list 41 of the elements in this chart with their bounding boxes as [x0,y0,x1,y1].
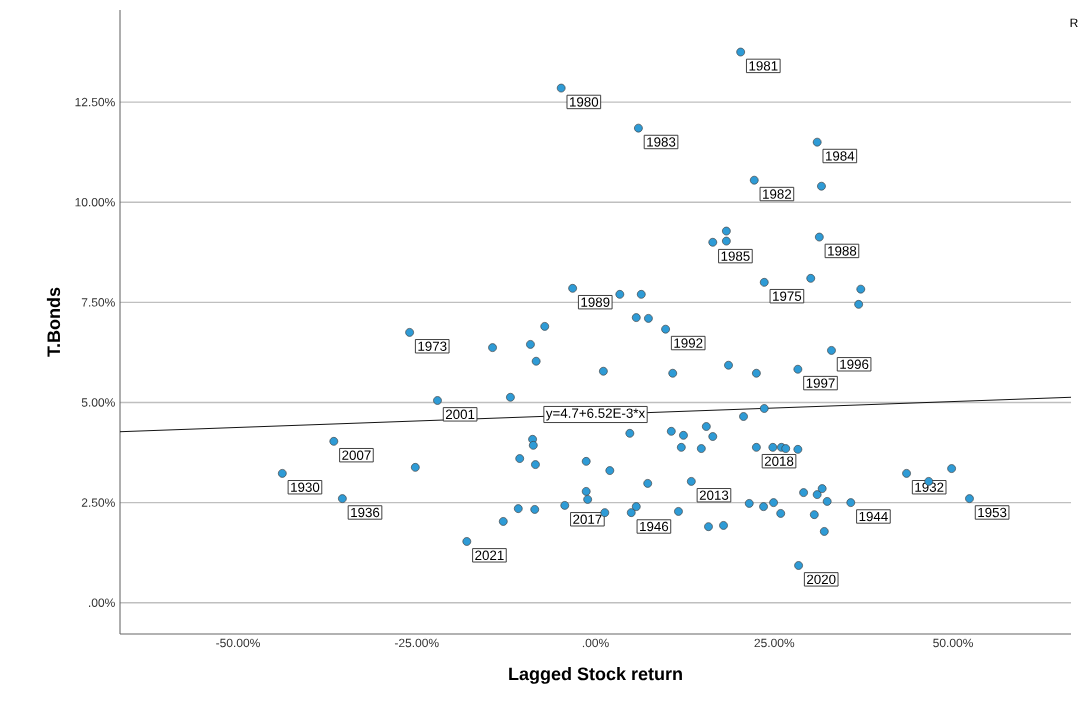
annotation: 1983 [647,137,676,147]
annotation: y=4.7+6.52E-3*x [545,408,646,421]
x-tick-label: -25.00% [394,638,439,648]
annotation: 2020 [807,574,836,585]
annotation: 1953 [978,507,1007,518]
annotation: 1973 [418,341,447,351]
y-tick-label: 12.50% [75,97,115,107]
annotation: 1984 [826,151,855,161]
annotation: 1975 [773,291,802,301]
annotation: 2007 [342,450,371,460]
annotation: 1988 [828,246,857,256]
y-tick-label: 10.00% [75,197,115,207]
y-tick-label: 7.50% [81,298,115,307]
annotation: 1944 [859,511,888,522]
annotation: 2018 [764,456,794,466]
annotation: 1946 [640,521,669,532]
annotation: 1930 [291,482,320,492]
x-tick-label: .00% [582,638,609,648]
annotation: 1932 [915,482,944,492]
annotation: 2017 [573,514,602,524]
x-tick-label: -50.00% [216,638,260,648]
annotation: 1992 [674,338,703,348]
x-tick-label: 50.00% [933,638,973,648]
y-tick-label: .00% [89,598,115,607]
annotation: 1981 [749,61,778,71]
y-tick-label: 2.50% [81,498,115,507]
annotation: R [1070,18,1078,27]
annotation: 1980 [570,97,599,107]
annotation: 1982 [763,189,792,199]
annotation: 1996 [840,359,869,369]
annotation: 1997 [806,378,835,388]
y-tick-label: 5.00% [81,398,115,407]
x-axis-title: Lagged Stock return [509,667,682,684]
y-axis-title: T.Bonds [46,287,61,357]
annotation: 2021 [475,550,504,561]
annotation: 1989 [581,297,610,307]
annotation: 2001 [445,409,475,420]
annotation: 1936 [351,507,380,518]
annotation: 1985 [721,251,750,261]
annotation: 2013 [699,490,729,500]
x-tick-label: 25.00% [754,638,795,648]
